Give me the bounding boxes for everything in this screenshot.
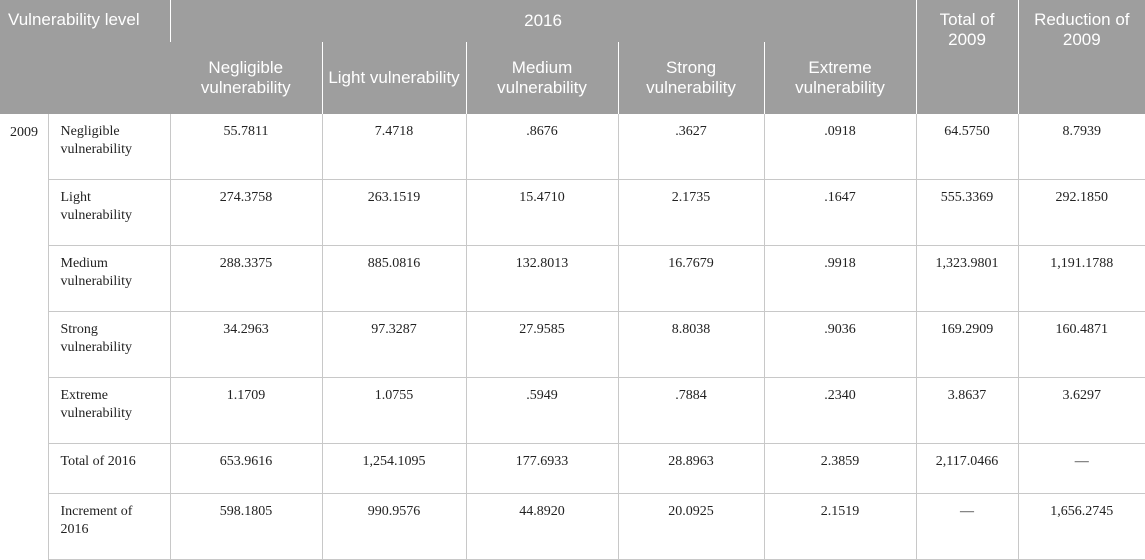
table-cell: 169.2909 [915, 311, 1019, 378]
table-cell: 97.3287 [321, 311, 467, 378]
table-row: Medium vulnerability 288.3375 885.0816 1… [0, 245, 1145, 312]
table-cell: .2340 [763, 377, 917, 444]
table-cell: .7884 [617, 377, 765, 444]
table-cell: 288.3375 [169, 245, 323, 312]
table-cell: 292.1850 [1017, 179, 1145, 246]
table-row: Increment of 2016 598.1805 990.9576 44.8… [0, 493, 1145, 560]
table-cell: 7.4718 [321, 114, 467, 180]
table-cell: .0918 [763, 114, 917, 180]
table-cell: 34.2963 [169, 311, 323, 378]
table-row: Total of 2016 653.9616 1,254.1095 177.69… [0, 443, 1145, 494]
table-body: 2009 Negligible vulnerability 55.7811 7.… [0, 114, 1145, 560]
table-cell: 16.7679 [617, 245, 765, 312]
header-year-2016: 2016 [169, 0, 917, 42]
table-row: 2009 Negligible vulnerability 55.7811 7.… [0, 114, 1145, 180]
table-row: Strong vulnerability 34.2963 97.3287 27.… [0, 311, 1145, 378]
header-vulnerability-level: Vulnerability level [0, 0, 171, 114]
table-cell: 160.4871 [1017, 311, 1145, 378]
table-cell: 64.5750 [915, 114, 1019, 180]
header-extreme: Extreme vulnerability [763, 42, 917, 114]
table-cell: 2.3859 [763, 443, 917, 494]
header-light: Light vulnerability [321, 42, 467, 114]
row-label: Strong vulnerability [47, 311, 171, 378]
row-label: Negligible vulnerability [47, 114, 171, 180]
row-label: Medium vulnerability [47, 245, 171, 312]
table-row: Light vulnerability 274.3758 263.1519 15… [0, 179, 1145, 246]
table-cell: 177.6933 [465, 443, 619, 494]
table-cell: .9036 [763, 311, 917, 378]
table-cell: 44.8920 [465, 493, 619, 560]
table-cell: 263.1519 [321, 179, 467, 246]
table-cell: 274.3758 [169, 179, 323, 246]
header-total-of-2009: Total of 2009 [915, 0, 1019, 114]
header-strong: Strong vulnerability [617, 42, 765, 114]
table-cell: 1,323.9801 [915, 245, 1019, 312]
table-cell: 1,191.1788 [1017, 245, 1145, 312]
table-cell: 3.8637 [915, 377, 1019, 444]
header-reduction-of-2009: Reduction of 2009 [1017, 0, 1145, 114]
table-cell: 8.8038 [617, 311, 765, 378]
row-label: Extreme vulnerability [47, 377, 171, 444]
table-cell: 653.9616 [169, 443, 323, 494]
table-cell: 1,254.1095 [321, 443, 467, 494]
table-cell: — [915, 493, 1019, 560]
table-cell: 20.0925 [617, 493, 765, 560]
table-cell: 1.0755 [321, 377, 467, 444]
row-label: Increment of 2016 [47, 493, 171, 560]
header-negligible: Negligible vulnerability [170, 42, 323, 114]
table-cell: .5949 [465, 377, 619, 444]
table-cell: 28.8963 [617, 443, 765, 494]
row-label: Light vulnerability [47, 179, 171, 246]
table-cell: 2.1519 [763, 493, 917, 560]
table-cell: 55.7811 [169, 114, 323, 180]
table-cell: 132.8013 [465, 245, 619, 312]
table-cell: 1.1709 [169, 377, 323, 444]
table-cell: .3627 [617, 114, 765, 180]
table-cell: 3.6297 [1017, 377, 1145, 444]
row-group-year-2009: 2009 [10, 125, 38, 140]
table-row: Extreme vulnerability 1.1709 1.0755 .594… [0, 377, 1145, 444]
table-cell: 2.1735 [617, 179, 765, 246]
table-cell: 27.9585 [465, 311, 619, 378]
table-cell: 555.3369 [915, 179, 1019, 246]
table-cell: 2,117.0466 [915, 443, 1019, 494]
table-header: Vulnerability level 2016 Total of 2009 R… [0, 0, 1145, 114]
table-cell: 8.7939 [1017, 114, 1145, 180]
header-medium: Medium vulnerability [465, 42, 619, 114]
table-cell: 15.4710 [465, 179, 619, 246]
table-cell: .1647 [763, 179, 917, 246]
table-cell: .9918 [763, 245, 917, 312]
row-label: Total of 2016 [47, 443, 171, 494]
table-cell: .8676 [465, 114, 619, 180]
table-cell: 990.9576 [321, 493, 467, 560]
table-cell: 885.0816 [321, 245, 467, 312]
table-cell: 1,656.2745 [1017, 493, 1145, 560]
table-cell: 598.1805 [169, 493, 323, 560]
table-cell: — [1017, 443, 1145, 494]
